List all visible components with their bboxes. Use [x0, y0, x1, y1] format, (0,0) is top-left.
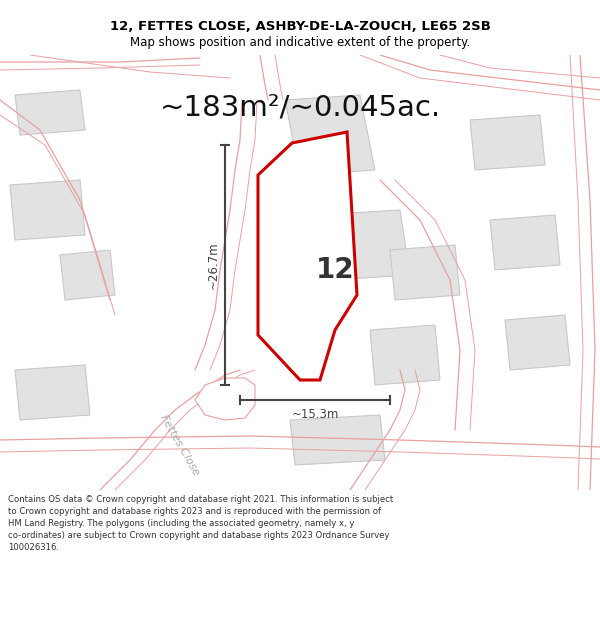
Polygon shape [195, 378, 255, 420]
Text: 12: 12 [316, 256, 355, 284]
Polygon shape [258, 132, 357, 380]
Text: ~15.3m: ~15.3m [292, 408, 338, 421]
Polygon shape [60, 250, 115, 300]
Text: ~183m²/~0.045ac.: ~183m²/~0.045ac. [160, 94, 440, 122]
Polygon shape [15, 90, 85, 135]
Polygon shape [490, 215, 560, 270]
Polygon shape [10, 180, 85, 240]
Polygon shape [320, 210, 410, 280]
Polygon shape [15, 365, 90, 420]
Polygon shape [390, 245, 460, 300]
Text: Fettes Close: Fettes Close [158, 413, 202, 477]
Text: Contains OS data © Crown copyright and database right 2021. This information is : Contains OS data © Crown copyright and d… [8, 496, 393, 552]
Polygon shape [285, 95, 375, 175]
Text: ~26.7m: ~26.7m [206, 241, 220, 289]
Polygon shape [370, 325, 440, 385]
Polygon shape [470, 115, 545, 170]
Polygon shape [505, 315, 570, 370]
Polygon shape [290, 415, 385, 465]
Text: 12, FETTES CLOSE, ASHBY-DE-LA-ZOUCH, LE65 2SB: 12, FETTES CLOSE, ASHBY-DE-LA-ZOUCH, LE6… [110, 21, 490, 33]
Text: Map shows position and indicative extent of the property.: Map shows position and indicative extent… [130, 36, 470, 49]
